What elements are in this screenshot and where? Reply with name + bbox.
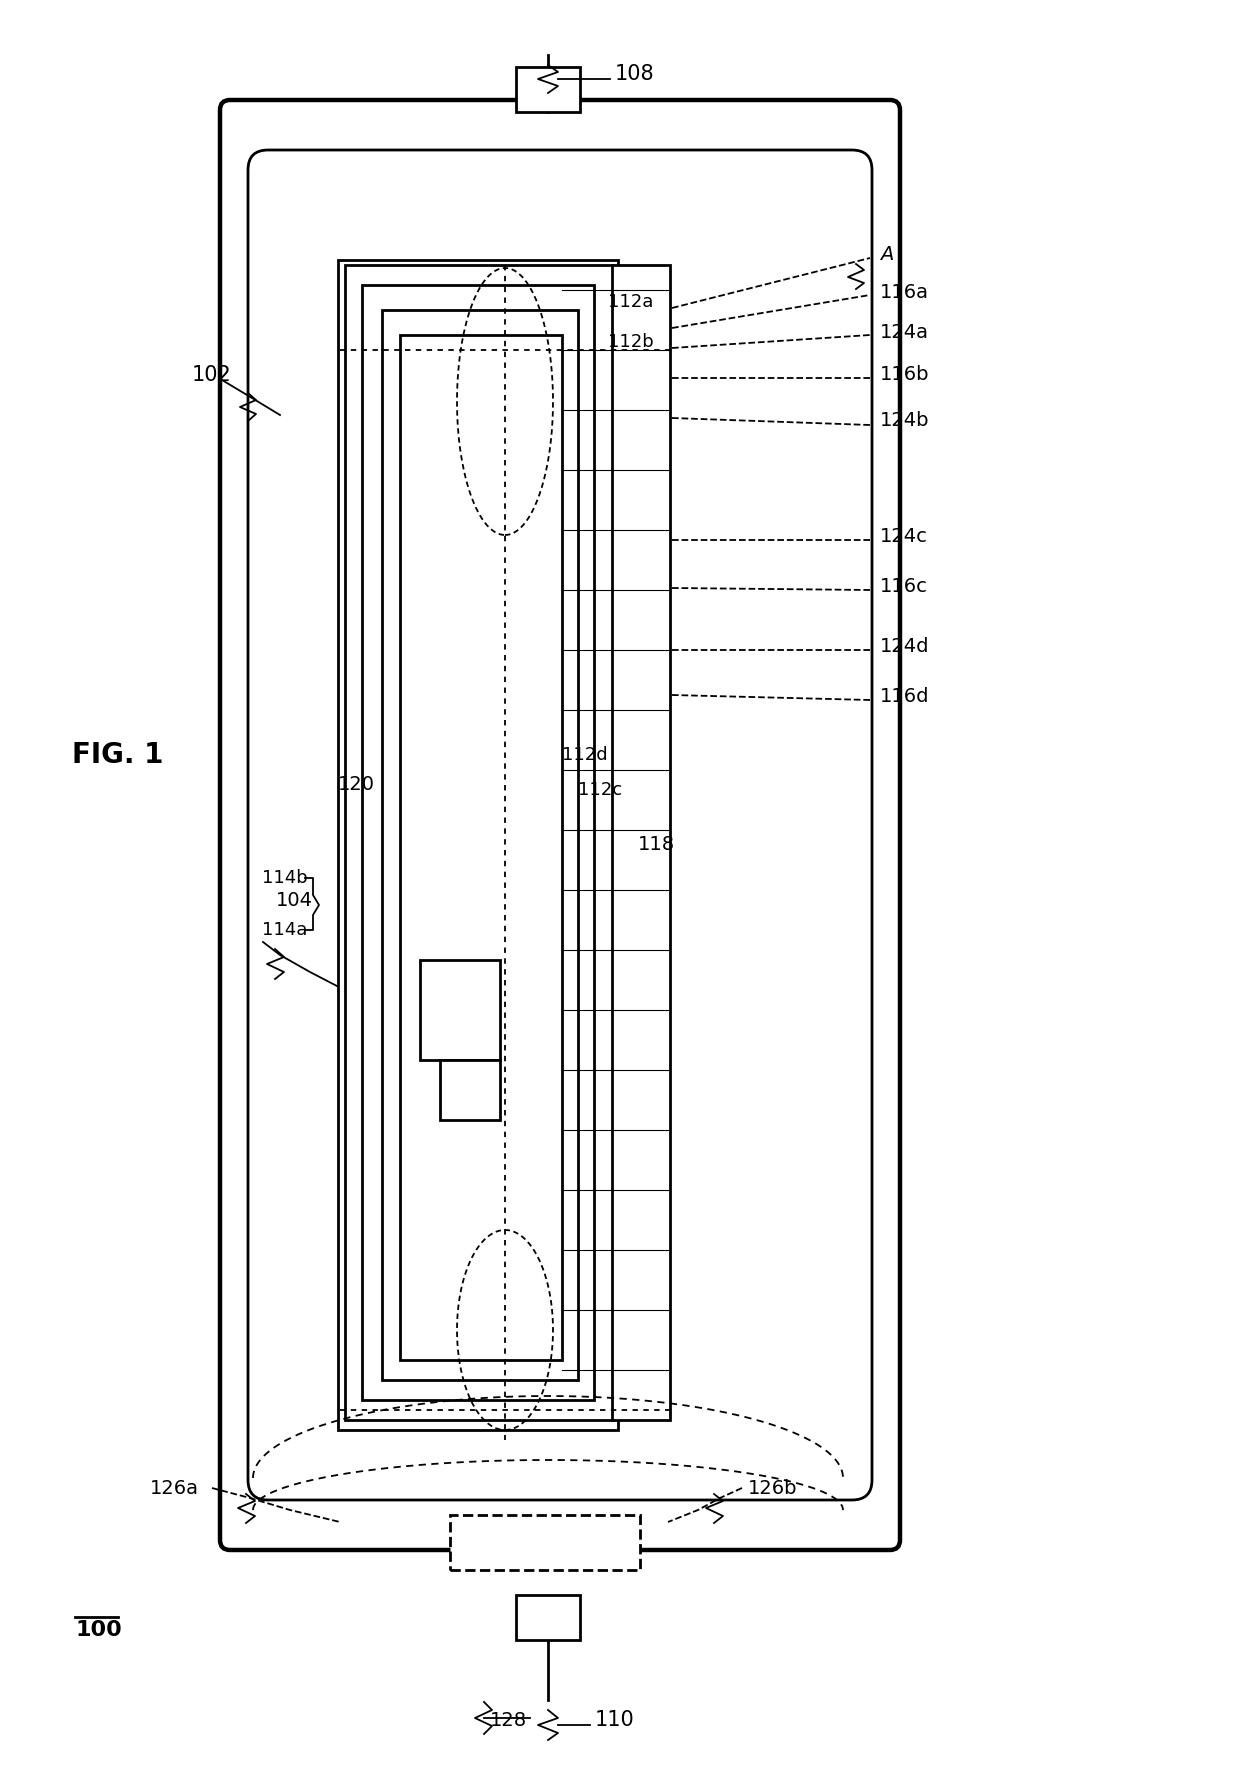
Text: 110: 110 — [595, 1710, 635, 1730]
Text: 108: 108 — [615, 64, 655, 83]
Text: 116c: 116c — [880, 577, 928, 595]
Text: 112c: 112c — [578, 781, 622, 799]
FancyBboxPatch shape — [219, 99, 900, 1550]
Text: 128: 128 — [490, 1710, 527, 1730]
FancyBboxPatch shape — [248, 149, 872, 1501]
Bar — [339, 259, 618, 1430]
Bar — [450, 1515, 640, 1570]
Bar — [401, 336, 562, 1360]
Text: 124c: 124c — [880, 527, 928, 547]
Bar — [345, 265, 613, 1421]
Text: 126a: 126a — [150, 1478, 198, 1497]
Text: 126b: 126b — [748, 1478, 797, 1497]
Bar — [382, 311, 578, 1380]
Bar — [420, 961, 500, 1060]
Text: 120: 120 — [339, 776, 374, 794]
Bar — [613, 265, 670, 1421]
Text: 114b: 114b — [262, 868, 308, 886]
Bar — [516, 1595, 580, 1639]
Text: 116b: 116b — [880, 364, 930, 384]
Text: 104: 104 — [277, 890, 312, 909]
Text: 114a: 114a — [262, 922, 308, 940]
Text: 116d: 116d — [880, 687, 930, 705]
Text: 100: 100 — [74, 1620, 122, 1639]
Text: FIG. 1: FIG. 1 — [72, 741, 164, 769]
Text: 112d: 112d — [562, 746, 608, 764]
Text: 112a: 112a — [608, 293, 653, 311]
Bar — [362, 284, 594, 1399]
Bar — [516, 67, 580, 112]
Bar — [440, 1060, 500, 1121]
Text: 124d: 124d — [880, 636, 930, 655]
Text: 102: 102 — [192, 366, 232, 385]
Text: 124a: 124a — [880, 323, 929, 341]
Text: 118: 118 — [639, 835, 675, 854]
Text: 124b: 124b — [880, 412, 930, 430]
Text: A: A — [880, 245, 893, 265]
Text: 112b: 112b — [608, 334, 653, 352]
Text: 116a: 116a — [880, 282, 929, 302]
